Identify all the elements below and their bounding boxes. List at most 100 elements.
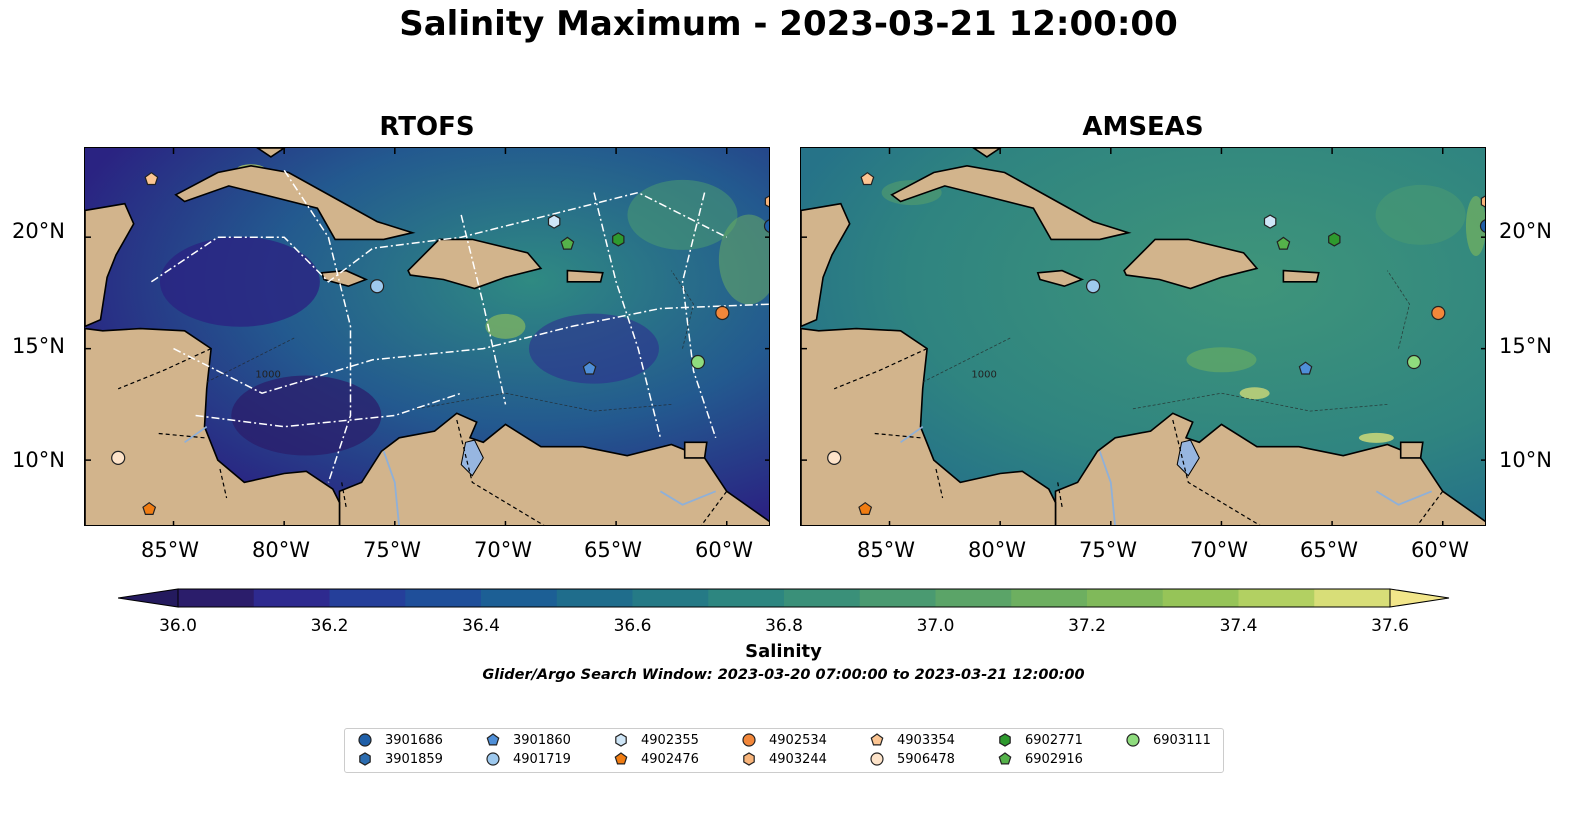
- map-amseas: 1000: [800, 147, 1486, 526]
- colorbar-segment: [481, 589, 558, 607]
- legend-item-3901686: 3901686: [357, 732, 443, 748]
- legend-marker-4901719: [486, 752, 500, 766]
- legend-marker-4902476: [614, 752, 628, 765]
- legend-label: 3901686: [385, 732, 443, 748]
- lon-label-85w-right: 85°W: [857, 538, 915, 562]
- colorbar-segment: [1011, 589, 1088, 607]
- lake-maracaibo: [460, 439, 484, 477]
- float-marker-4902476: [858, 501, 873, 515]
- land-hispaniola: [1123, 238, 1259, 290]
- legend-item-4903244: 4903244: [741, 751, 827, 767]
- salinity-patch: [159, 236, 320, 327]
- legend-label: 4901719: [513, 751, 571, 767]
- salinity-patch: [627, 179, 738, 250]
- river-line: [659, 490, 717, 506]
- eez-boundary: [195, 392, 462, 428]
- salinity-patch: [1358, 432, 1394, 443]
- legend-label: 4902355: [641, 732, 699, 748]
- map-amseas-canvas: 1000: [801, 148, 1485, 525]
- lon-label-70w-right: 70°W: [1190, 538, 1248, 562]
- legend-marker-icon: [486, 733, 500, 746]
- country-border: [1172, 419, 1261, 525]
- land-trinidad: [1399, 441, 1424, 459]
- map-rtofs: 1000: [84, 147, 770, 526]
- float-marker-6903111: [690, 354, 706, 370]
- float-marker-5906478: [111, 450, 126, 465]
- salinity-patch: [528, 313, 659, 384]
- legend-marker-6903111: [1126, 733, 1140, 747]
- colorbar-extend-high: [1389, 588, 1450, 608]
- colorbar-extend-low: [117, 588, 179, 608]
- lon-label-80w-right: 80°W: [968, 538, 1026, 562]
- eez-boundary: [173, 303, 769, 395]
- legend-marker-4902534: [742, 733, 756, 747]
- colorbar-gradient: [117, 588, 1450, 608]
- figure-title: Salinity Maximum - 2023-03-21 12:00:00: [399, 4, 1178, 44]
- legend-item-3901859: 3901859: [357, 751, 443, 767]
- country-border: [1416, 490, 1444, 525]
- lon-label-70w-left: 70°W: [474, 538, 532, 562]
- river-line: [900, 425, 924, 444]
- lon-label-60w-left: 60°W: [695, 538, 753, 562]
- land-puertorico: [566, 269, 604, 283]
- land-centralAmerica: [85, 327, 341, 525]
- legend-marker-icon: [614, 752, 628, 765]
- bathymetry-contour: [1132, 392, 1388, 412]
- colorbar-tick-label: 36.8: [765, 616, 803, 636]
- lat-label-10n-left: 10°N: [12, 448, 65, 472]
- legend-label: 6903111: [1153, 732, 1211, 748]
- colorbar-tick-label: 36.2: [310, 616, 349, 636]
- lat-label-15n-right: 15°N: [1499, 334, 1552, 358]
- panel-title-amseas: AMSEAS: [1082, 112, 1204, 142]
- float-marker-4903244: [1480, 195, 1485, 208]
- colorbar-segment: [708, 589, 785, 607]
- bathymetry-contour: [922, 337, 1012, 383]
- float-marker-4902534: [1431, 305, 1446, 321]
- legend-marker-3901860: [486, 733, 500, 746]
- land-cuba: [890, 164, 1132, 241]
- colorbar-tick-label: 37.4: [1219, 616, 1258, 636]
- lon-label-65w-left: 65°W: [584, 538, 642, 562]
- eez-boundary: [593, 192, 662, 438]
- float-marker-4903354: [860, 171, 875, 186]
- colorbar-segment: [859, 589, 936, 607]
- colorbar-segment: [632, 589, 709, 607]
- float-marker-3901686: [1479, 219, 1485, 233]
- salinity-patch: [1375, 184, 1466, 245]
- colorbar-tick-label: 37.2: [1068, 616, 1106, 636]
- land-yucatan: [801, 202, 851, 328]
- legend-item-4903354: 4903354: [869, 732, 955, 748]
- lon-label-75w-left: 75°W: [363, 538, 421, 562]
- country-border: [456, 419, 545, 525]
- legend-marker-icon: [742, 733, 756, 747]
- land-bahamasFl: [256, 148, 286, 158]
- legend-marker-5906478: [870, 752, 884, 766]
- legend-item-4902355: 4902355: [613, 732, 699, 748]
- legend-label: 4902534: [769, 732, 827, 748]
- lat-label-20n-left: 20°N: [12, 219, 65, 243]
- country-border: [873, 432, 921, 439]
- river-line: [1375, 490, 1433, 506]
- legend-item-6902916: 6902916: [997, 751, 1083, 767]
- legend-item-6902771: 6902771: [997, 732, 1083, 748]
- float-marker-5906478: [827, 450, 842, 465]
- contour-label: 1000: [971, 370, 996, 381]
- float-marker-4902355: [1263, 214, 1277, 229]
- float-marker-4902476: [142, 501, 157, 515]
- legend-marker-icon: [998, 752, 1012, 765]
- salinity-patch: [1465, 196, 1485, 257]
- lat-label-15n-left: 15°N: [12, 334, 65, 358]
- legend-item-4902476: 4902476: [613, 751, 699, 767]
- colorbar-tick-label: 36.4: [462, 616, 500, 636]
- land-yucatan: [85, 202, 135, 328]
- colorbar-tick-label: 37.0: [916, 616, 955, 636]
- bathymetry-contour: [206, 337, 296, 383]
- colorbar: [117, 588, 1450, 608]
- legend-marker-6902916: [998, 752, 1012, 765]
- legend-marker-icon: [1126, 733, 1140, 747]
- map-rtofs-canvas: 1000: [85, 148, 769, 525]
- legend-marker-4903244: [743, 752, 755, 766]
- colorbar-segment: [329, 589, 406, 607]
- legend-item-4902534: 4902534: [741, 732, 827, 748]
- colorbar-segment: [253, 589, 330, 607]
